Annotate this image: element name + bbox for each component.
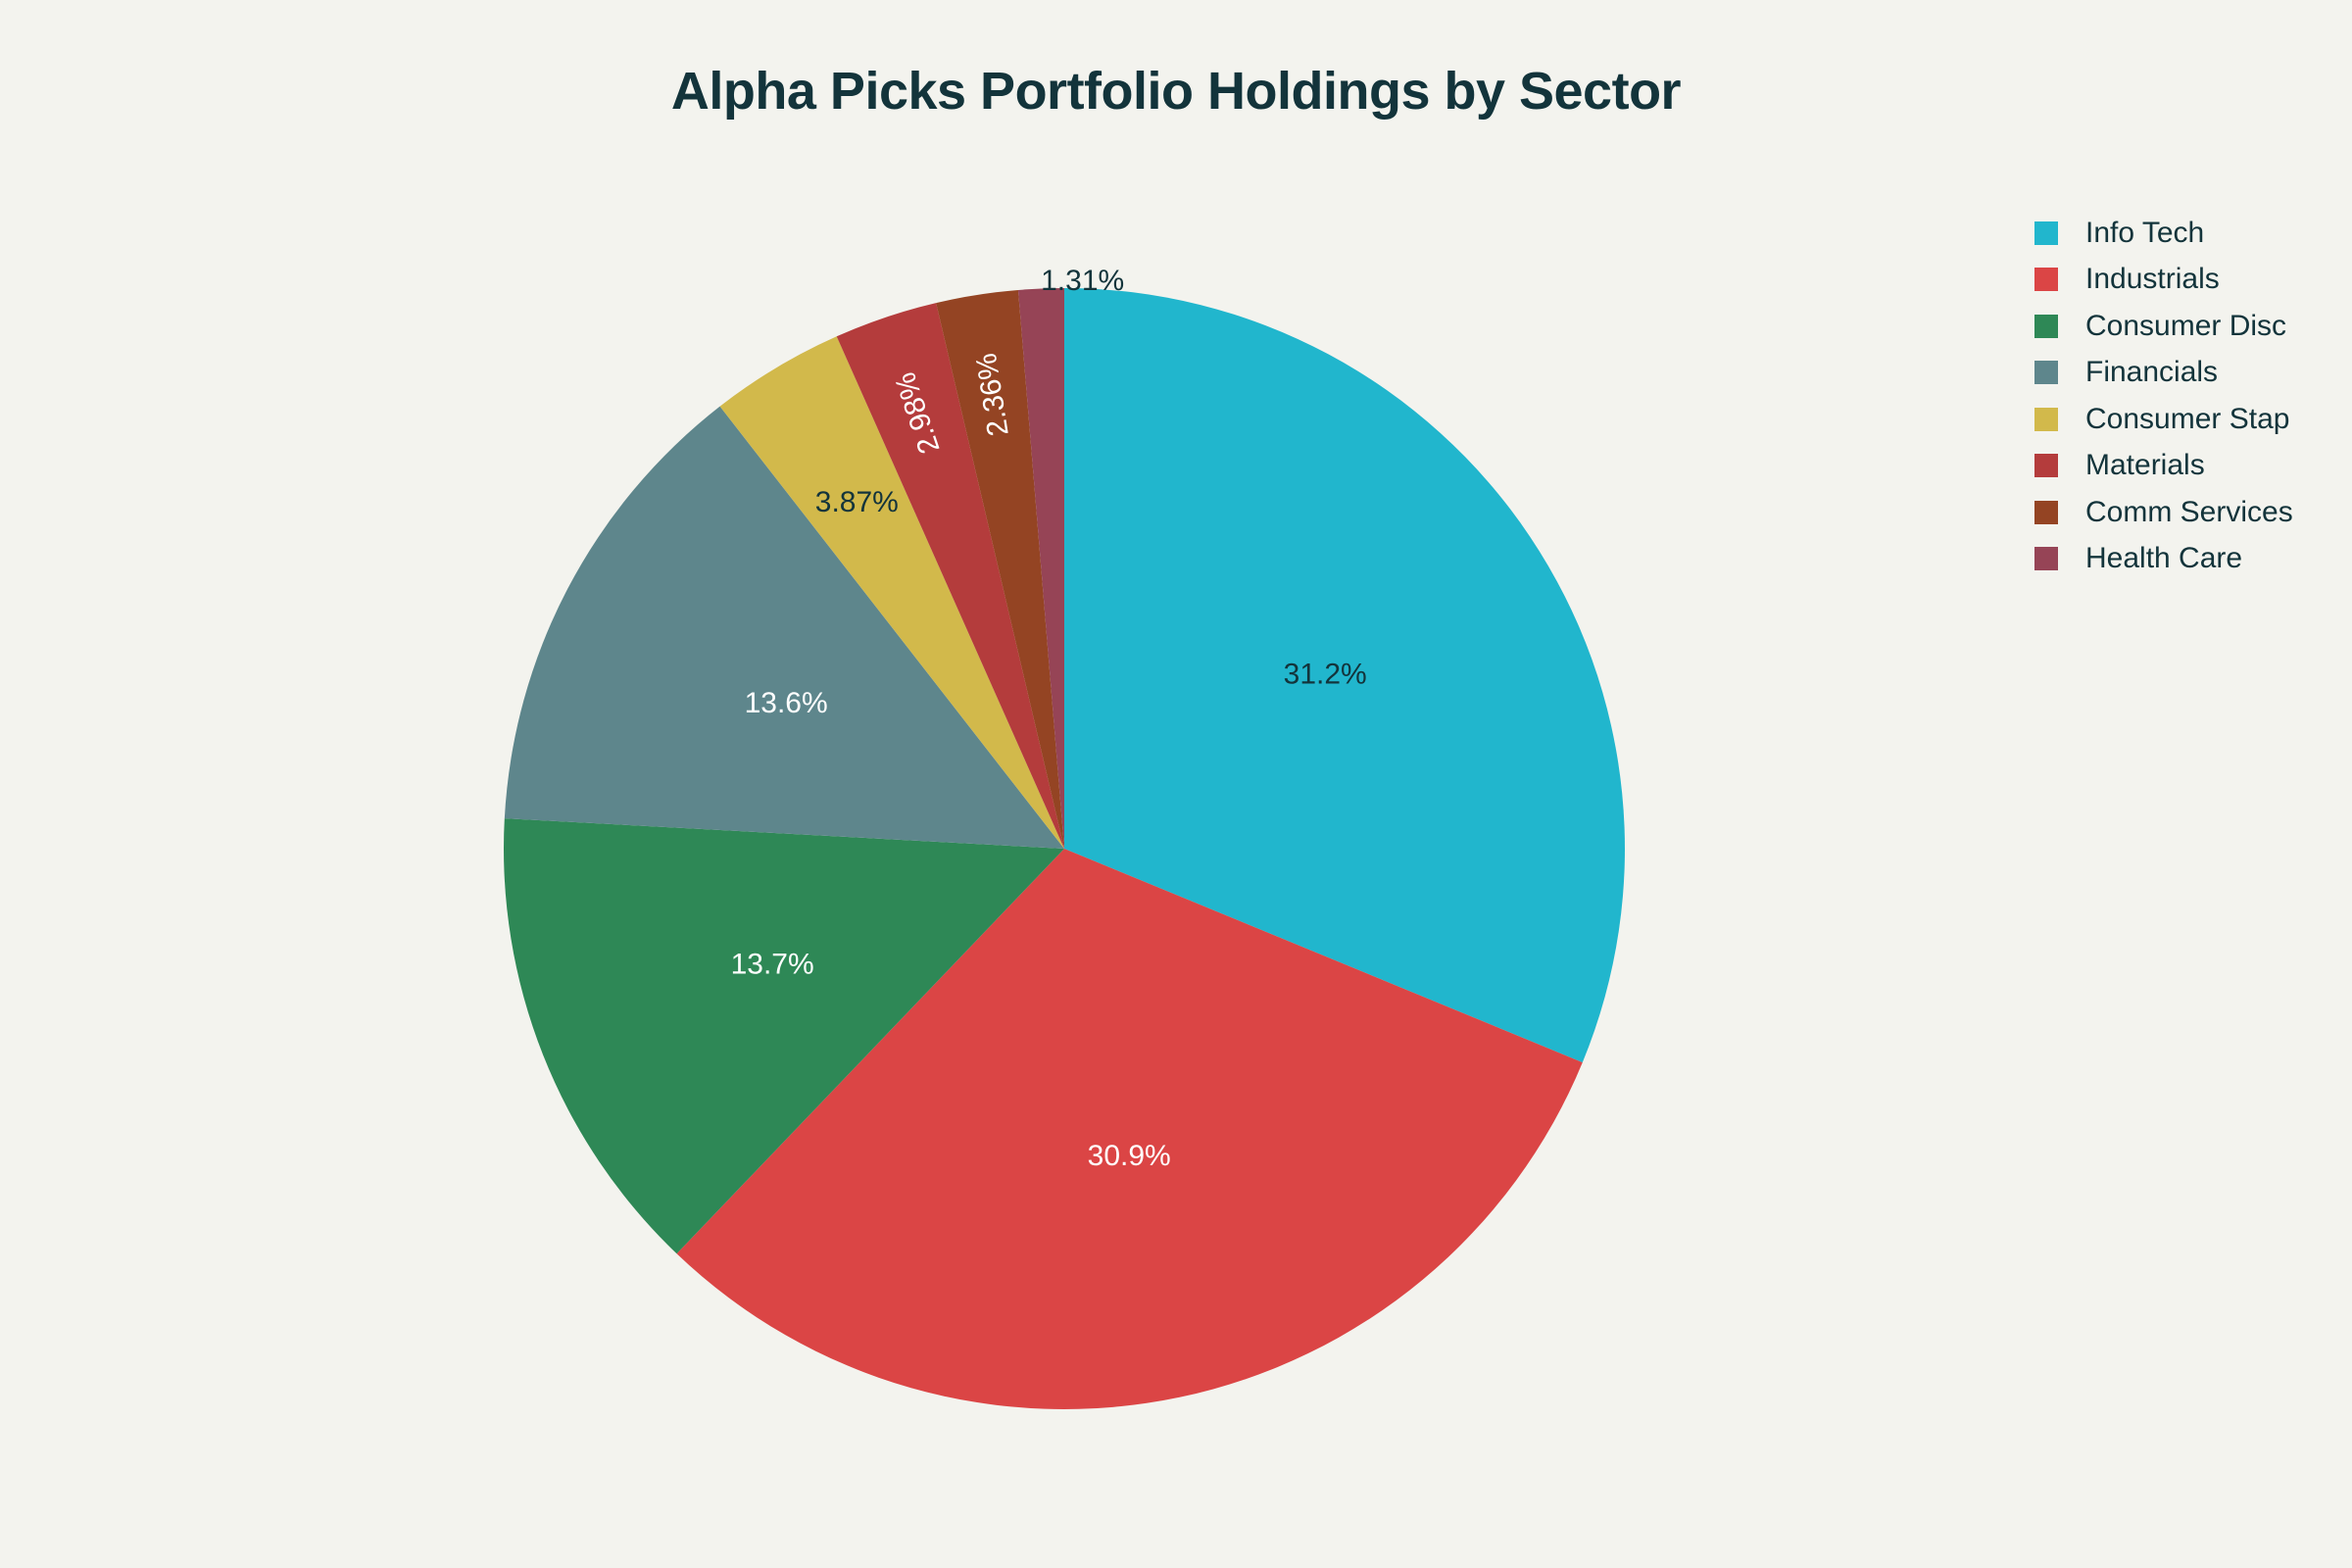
legend-label: Financials <box>2085 356 2219 389</box>
pie-slice-industrials[interactable] <box>676 849 1583 1410</box>
legend-label: Comm Services <box>2085 495 2293 528</box>
legend-item-materials[interactable]: Materials <box>2034 443 2293 490</box>
slice-label-info-tech: 31.2% <box>1284 658 1367 690</box>
legend-item-consumer-stap[interactable]: Consumer Stap <box>2034 396 2293 443</box>
slice-label-consumer-disc: 13.7% <box>731 948 814 980</box>
pie-slice-consumer-disc[interactable] <box>504 818 1064 1254</box>
legend-label: Consumer Stap <box>2085 402 2290 435</box>
legend-swatch <box>2034 407 2058 431</box>
legend-label: Materials <box>2085 449 2205 482</box>
legend-item-financials[interactable]: Financials <box>2034 350 2293 397</box>
legend-item-consumer-disc[interactable]: Consumer Disc <box>2034 303 2293 350</box>
pie-slice-health-care[interactable] <box>1017 288 1064 849</box>
legend-item-info-tech[interactable]: Info Tech <box>2034 210 2293 257</box>
slice-label-financials: 13.6% <box>745 687 828 719</box>
legend-swatch <box>2034 454 2058 478</box>
legend-label: Info Tech <box>2085 216 2205 249</box>
legend-label: Consumer Disc <box>2085 309 2287 342</box>
legend-swatch <box>2034 314 2058 338</box>
legend-swatch <box>2034 547 2058 571</box>
legend-item-health-care[interactable]: Health Care <box>2034 536 2293 583</box>
slice-label-health-care: 1.31% <box>1041 265 1124 297</box>
slice-label-industrials: 30.9% <box>1088 1140 1171 1172</box>
legend-label: Industrials <box>2085 263 2220 296</box>
chart-title: Alpha Picks Portfolio Holdings by Sector <box>670 62 1682 121</box>
legend: Info Tech Industrials Consumer Disc Financi… <box>2034 210 2293 582</box>
pie-slices <box>504 288 1625 1410</box>
legend-swatch <box>2034 220 2058 245</box>
legend-item-industrials[interactable]: Industrials <box>2034 257 2293 304</box>
legend-swatch <box>2034 500 2058 524</box>
pie-slice-financials[interactable] <box>504 406 1064 849</box>
pie-slice-materials[interactable] <box>836 303 1064 849</box>
legend-swatch <box>2034 268 2058 292</box>
legend-item-comm-services[interactable]: Comm Services <box>2034 489 2293 536</box>
legend-swatch <box>2034 361 2058 385</box>
legend-label: Health Care <box>2085 542 2243 575</box>
slice-label-consumer-stap: 3.87% <box>815 486 899 518</box>
pie-slice-consumer-stap[interactable] <box>719 336 1064 849</box>
pie-slice-comm-services[interactable] <box>936 289 1064 849</box>
pie-slice-info-tech[interactable] <box>1064 288 1625 1063</box>
